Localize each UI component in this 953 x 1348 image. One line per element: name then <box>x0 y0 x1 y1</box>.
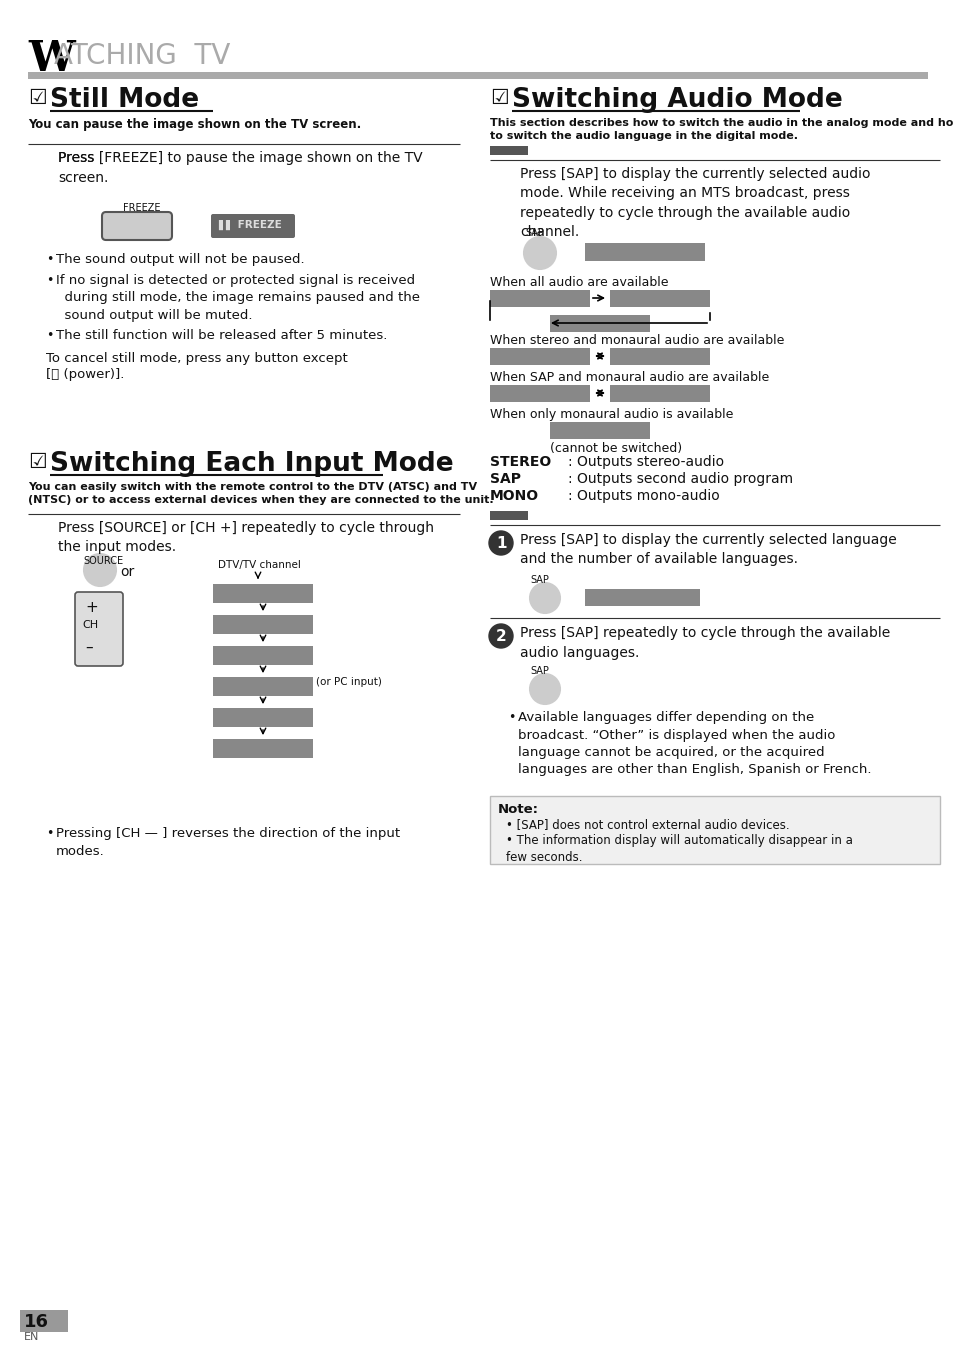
FancyBboxPatch shape <box>211 214 294 239</box>
Text: When only monaural audio is available: When only monaural audio is available <box>490 408 733 421</box>
Text: SAP: SAP <box>490 472 520 487</box>
Bar <box>584 243 704 262</box>
Text: The still function will be released after 5 minutes.: The still function will be released afte… <box>56 329 387 342</box>
Text: Still Mode: Still Mode <box>50 88 199 113</box>
Bar <box>490 511 527 520</box>
Circle shape <box>530 674 559 704</box>
Bar <box>490 146 527 155</box>
Bar <box>490 797 939 864</box>
Bar <box>213 677 313 696</box>
Bar <box>213 615 313 634</box>
Text: DTV/TV channel: DTV/TV channel <box>218 559 300 570</box>
Text: SAP: SAP <box>530 576 548 585</box>
Bar <box>490 348 589 365</box>
Text: •: • <box>46 329 53 342</box>
Text: To cancel still mode, press any button except: To cancel still mode, press any button e… <box>46 352 348 365</box>
Text: This section describes how to switch the audio in the analog mode and how
to swi: This section describes how to switch the… <box>490 119 953 142</box>
Text: Press [SAP] repeatedly to cycle through the available
audio languages.: Press [SAP] repeatedly to cycle through … <box>519 625 889 659</box>
Bar <box>584 589 700 607</box>
Text: When stereo and monaural audio are available: When stereo and monaural audio are avail… <box>490 334 783 346</box>
Bar <box>20 1310 68 1332</box>
Text: : Outputs second audio program: : Outputs second audio program <box>567 472 792 487</box>
Text: ☑: ☑ <box>28 88 47 108</box>
Bar <box>550 315 649 332</box>
Text: CH: CH <box>82 620 98 630</box>
Text: •: • <box>46 253 53 266</box>
Text: You can easily switch with the remote control to the DTV (ATSC) and TV
(NTSC) or: You can easily switch with the remote co… <box>28 483 493 506</box>
Text: 2: 2 <box>496 630 506 644</box>
Text: FREEZE: FREEZE <box>123 204 160 213</box>
Text: Pressing [CH — ] reverses the direction of the input
modes.: Pressing [CH — ] reverses the direction … <box>56 828 399 857</box>
Text: Press [SAP] to display the currently selected language
and the number of availab: Press [SAP] to display the currently sel… <box>519 532 896 566</box>
Bar <box>490 386 589 402</box>
Bar <box>213 646 313 665</box>
Text: ATCHING  TV: ATCHING TV <box>54 42 230 70</box>
Circle shape <box>530 582 559 613</box>
Text: •: • <box>46 828 53 840</box>
Text: –: – <box>85 640 92 655</box>
Text: EN: EN <box>24 1332 39 1343</box>
Bar <box>609 290 709 307</box>
Text: Switching Each Input Mode: Switching Each Input Mode <box>50 452 453 477</box>
Text: SAP: SAP <box>524 228 543 239</box>
Text: •: • <box>46 274 53 287</box>
Bar <box>213 708 313 727</box>
Text: When all audio are available: When all audio are available <box>490 276 668 288</box>
FancyBboxPatch shape <box>102 212 172 240</box>
Text: When SAP and monaural audio are available: When SAP and monaural audio are availabl… <box>490 371 768 384</box>
Text: Note:: Note: <box>497 803 538 816</box>
Text: (cannot be switched): (cannot be switched) <box>550 442 681 456</box>
Circle shape <box>489 624 513 648</box>
Bar <box>609 348 709 365</box>
Bar <box>609 386 709 402</box>
Text: You can pause the image shown on the TV screen.: You can pause the image shown on the TV … <box>28 119 361 131</box>
Text: Press [SAP] to display the currently selected audio
mode. While receiving an MTS: Press [SAP] to display the currently sel… <box>519 167 869 240</box>
FancyBboxPatch shape <box>75 592 123 666</box>
Text: : Outputs mono-audio: : Outputs mono-audio <box>567 489 719 503</box>
Text: STEREO: STEREO <box>490 456 551 469</box>
Text: Press [SOURCE] or [CH +] repeatedly to cycle through
the input modes.: Press [SOURCE] or [CH +] repeatedly to c… <box>58 520 434 554</box>
Text: Press [FREEZE] to pause the image shown on the TV
screen.: Press [FREEZE] to pause the image shown … <box>58 151 422 185</box>
Bar <box>550 422 649 439</box>
Circle shape <box>523 237 556 270</box>
Text: Available languages differ depending on the
broadcast. “Other” is displayed when: Available languages differ depending on … <box>517 710 871 776</box>
Text: Switching Audio Mode: Switching Audio Mode <box>512 88 841 113</box>
Text: MONO: MONO <box>490 489 538 503</box>
Text: SOURCE: SOURCE <box>83 555 123 566</box>
Text: SAP: SAP <box>530 666 548 675</box>
Bar <box>28 71 927 80</box>
Circle shape <box>489 531 513 555</box>
Text: The sound output will not be paused.: The sound output will not be paused. <box>56 253 304 266</box>
Text: [ⓨ (power)].: [ⓨ (power)]. <box>46 368 124 381</box>
Text: 16: 16 <box>24 1313 49 1330</box>
Bar <box>213 584 313 603</box>
Text: ▌▌ FREEZE: ▌▌ FREEZE <box>218 220 281 231</box>
Text: or: or <box>120 565 134 580</box>
Bar <box>213 739 313 758</box>
Text: 1: 1 <box>496 537 506 551</box>
Text: ☑: ☑ <box>28 452 47 472</box>
Text: W: W <box>28 38 74 80</box>
Text: If no signal is detected or protected signal is received
  during still mode, th: If no signal is detected or protected si… <box>56 274 419 322</box>
Text: • The information display will automatically disappear in a
few seconds.: • The information display will automatic… <box>505 834 852 864</box>
Bar <box>490 290 589 307</box>
Text: +: + <box>85 600 97 615</box>
Circle shape <box>84 554 116 586</box>
Text: •: • <box>507 710 515 724</box>
Text: ☑: ☑ <box>490 88 508 108</box>
Text: (or PC input): (or PC input) <box>315 677 381 687</box>
Text: : Outputs stereo-audio: : Outputs stereo-audio <box>567 456 723 469</box>
Text: • [SAP] does not control external audio devices.: • [SAP] does not control external audio … <box>505 818 789 830</box>
Text: Press: Press <box>58 151 99 164</box>
